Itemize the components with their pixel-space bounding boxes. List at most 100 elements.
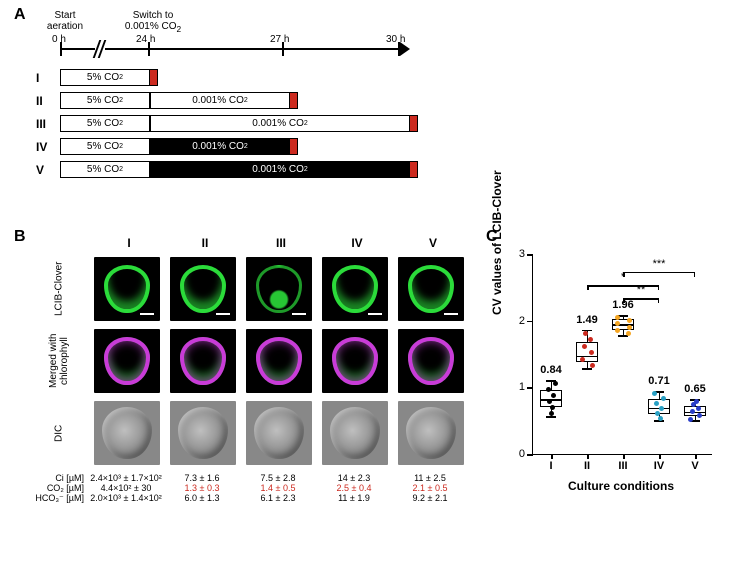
x-tick-label: IV (644, 460, 674, 472)
roman-label: II (36, 94, 58, 108)
bar-row: V5% CO20.001% CO2 (40, 161, 410, 181)
tick-mark (148, 42, 150, 56)
value-cell: 2.0×10³ ± 1.4×10² (88, 493, 164, 504)
box-value-label: 1.49 (572, 314, 602, 326)
bar-segment (290, 138, 298, 155)
micrograph-cell (322, 329, 388, 393)
data-point (615, 328, 620, 333)
panel-a: Start aeration Switch to 0.001% CO2 0 h … (30, 10, 420, 210)
significance-bar (623, 272, 695, 274)
significance-bar (623, 298, 659, 300)
x-tick (695, 454, 697, 459)
value-header: Ci [µM] (30, 473, 88, 483)
panel-a-label: A (14, 6, 26, 24)
x-tick-label: II (572, 460, 602, 472)
roman-label: V (36, 163, 58, 177)
x-tick-label: V (680, 460, 710, 472)
bar-segment: 0.001% CO2 (150, 138, 290, 155)
row-label: DIC (30, 401, 88, 465)
tick-mark (282, 42, 284, 56)
bar-row: II5% CO20.001% CO2 (40, 92, 410, 112)
value-cell: 6.0 ± 1.3 (164, 493, 240, 504)
box-value-label: 0.65 (680, 383, 710, 395)
value-cell: 2.1 ± 0.5 (392, 483, 468, 493)
bar-segment (410, 161, 418, 178)
micrograph-cell (246, 257, 312, 321)
data-point (658, 416, 663, 421)
y-tick (527, 254, 533, 256)
tick-0: 0 h (52, 34, 66, 45)
x-tick-label: I (536, 460, 566, 472)
micrograph-cell (94, 329, 160, 393)
micrograph-cell (246, 329, 312, 393)
value-row: CO₂ [µM]4.4×10² ± 301.3 ± 0.31.4 ± 0.52.… (30, 483, 480, 493)
value-cell: 1.3 ± 0.3 (164, 483, 240, 493)
value-header: CO₂ [µM] (30, 483, 88, 493)
data-point (626, 331, 631, 336)
scalebar-icon (292, 313, 306, 315)
col-label: IV (322, 236, 392, 250)
y-tick-label: 2 (509, 315, 525, 327)
bar-segment (290, 92, 298, 109)
boxplot-chart: 0123I0.84II1.49III1.96IV0.71V0.65****** (532, 255, 712, 455)
roman-label: I (36, 71, 58, 85)
micrograph-cell (398, 401, 464, 465)
data-point (696, 406, 701, 411)
tick-1: 24 h (136, 34, 155, 45)
arrow-icon (400, 42, 410, 56)
switch-label: Switch to 0.001% CO2 (118, 10, 188, 34)
panel-b-label: B (14, 228, 26, 246)
axis-break-icon (95, 40, 105, 58)
bar-segment: 0.001% CO2 (150, 115, 410, 132)
data-point (654, 401, 659, 406)
bar-segment (150, 69, 158, 86)
tick-2: 27 h (270, 34, 289, 45)
image-grid: IIIIIIIVVLCIB-CloverMerged with chloroph… (30, 235, 480, 467)
value-cell: 11 ± 2.5 (392, 473, 468, 483)
box-value-label: 0.71 (644, 375, 674, 387)
bar-row: I5% CO2 (40, 69, 410, 89)
median-line (576, 356, 598, 358)
bar-segment: 5% CO2 (60, 138, 150, 155)
roman-label: IV (36, 140, 58, 154)
value-cell: 1.4 ± 0.5 (240, 483, 316, 493)
value-cell: 7.5 ± 2.8 (240, 473, 316, 483)
value-cell: 14 ± 2.3 (316, 473, 392, 483)
data-point (652, 391, 657, 396)
col-label: I (94, 236, 164, 250)
micrograph-cell (398, 257, 464, 321)
value-cell: 2.5 ± 0.4 (316, 483, 392, 493)
bar-segment: 5% CO2 (60, 161, 150, 178)
median-line (684, 412, 706, 414)
y-tick (527, 321, 533, 323)
micrograph-cell (94, 257, 160, 321)
timeline: Start aeration Switch to 0.001% CO2 0 h … (40, 10, 410, 65)
tick-mark (60, 42, 62, 56)
bar-segment: 5% CO2 (60, 115, 150, 132)
bar-segment: 0.001% CO2 (150, 92, 290, 109)
whisker (587, 362, 589, 369)
bar-segment: 0.001% CO2 (150, 161, 410, 178)
significance-text: ** (631, 284, 651, 296)
box (576, 342, 598, 362)
micrograph-cell (322, 401, 388, 465)
data-point (590, 363, 595, 368)
y-axis-label: CV values of LCIB-Clover (490, 170, 504, 315)
condition-bars: I5% CO2II5% CO20.001% CO2III5% CO20.001%… (40, 69, 420, 181)
micrograph-cell (94, 401, 160, 465)
value-cell: 2.4×10³ ± 1.7×10² (88, 473, 164, 483)
y-tick-label: 0 (509, 448, 525, 460)
micrograph-cell (170, 329, 236, 393)
x-tick (623, 454, 625, 459)
micrograph-cell (170, 257, 236, 321)
x-axis-label: Culture conditions (568, 479, 674, 553)
row-label: LCIB-Clover (30, 257, 88, 321)
value-row: Ci [µM]2.4×10³ ± 1.7×10²7.3 ± 1.67.5 ± 2… (30, 473, 480, 483)
significance-text: *** (649, 258, 669, 270)
bar-segment (410, 115, 418, 132)
data-point (697, 413, 702, 418)
micrograph-cell (246, 401, 312, 465)
micrograph-cell (322, 257, 388, 321)
panel-c: CV values of LCIB-Clover 0123I0.84II1.49… (490, 235, 730, 515)
bar-segment: 5% CO2 (60, 92, 150, 109)
